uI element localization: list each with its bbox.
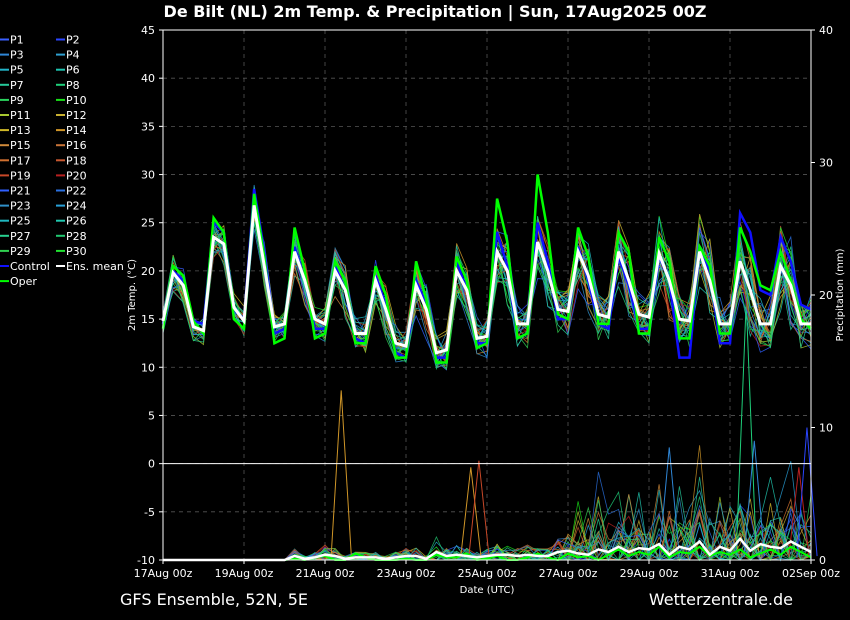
y-tick-label: -10 <box>137 554 155 567</box>
legend-label: P16 <box>66 139 87 152</box>
legend-label: P18 <box>66 154 87 167</box>
legend-label: P22 <box>66 185 87 198</box>
legend-label: P21 <box>10 185 31 198</box>
precip-spike-line <box>796 427 818 558</box>
temp-mean-line <box>161 205 811 355</box>
legend-label: P14 <box>66 124 87 137</box>
legend-label: P5 <box>10 64 24 77</box>
precip-spike-line <box>460 467 482 558</box>
precip-spike-line <box>468 460 490 558</box>
legend-label: P24 <box>66 200 87 213</box>
legend-label: P12 <box>66 109 87 122</box>
x-tick-label: 29Aug 00z <box>620 567 679 580</box>
legend-label: P23 <box>10 200 31 213</box>
legend-label: P13 <box>10 124 31 137</box>
legend-label: Control <box>10 260 50 273</box>
y-tick-label: -5 <box>144 506 155 519</box>
y-tick-label: 0 <box>148 458 155 471</box>
legend-label: P11 <box>10 109 31 122</box>
legend-label: P26 <box>66 215 87 228</box>
precip-spike-line <box>788 467 810 558</box>
y-axis-left-label: 2m Temp. (°C) <box>127 259 138 331</box>
y-tick-label: 5 <box>148 409 155 422</box>
x-tick-label: 23Aug 00z <box>377 567 436 580</box>
temperature-axis-ticks: -10 -5 0 5 10 15 20 25 30 35 40 45 <box>137 24 163 567</box>
x-tick-label: 02Sep 00z <box>782 567 840 580</box>
y-tick-label: 10 <box>141 361 155 374</box>
legend-label: P9 <box>10 94 24 107</box>
legend-label: P20 <box>66 169 87 182</box>
x-tick-label: 25Aug 00z <box>458 567 517 580</box>
legend-label: P19 <box>10 169 31 182</box>
legend-label: P2 <box>66 34 80 47</box>
chart-title: De Bilt (NL) 2m Temp. & Precipitation | … <box>164 2 707 22</box>
precipitation-axis-ticks: 0 10 20 30 40 <box>811 24 833 567</box>
legend-label: P7 <box>10 79 24 92</box>
x-tick-label: 19Aug 00z <box>215 567 274 580</box>
legend-label: P25 <box>10 215 31 228</box>
date-axis-ticks: 17Aug 00z 19Aug 00z 21Aug 00z 23Aug 00z 25Au… <box>134 560 840 580</box>
y-tick-label: 25 <box>141 217 155 230</box>
precip-spike-line <box>743 440 765 558</box>
legend-label: P4 <box>66 49 80 62</box>
legend: P1 P2 P3 P4 P5 P6 P7 P8 P9 P10 P11 P12 P13 P14 P15 P16 P… <box>0 34 124 288</box>
x-tick-label: 21Aug 00z <box>296 567 355 580</box>
legend-label: P28 <box>66 230 87 243</box>
legend-label: P29 <box>10 245 31 258</box>
y-right-tick-label: 30 <box>819 157 833 170</box>
y-right-tick-label: 0 <box>819 554 826 567</box>
legend-label: P15 <box>10 139 31 152</box>
y-tick-label: 30 <box>141 169 155 182</box>
x-tick-label: 17Aug 00z <box>134 567 193 580</box>
y-tick-label: 15 <box>141 313 155 326</box>
main-series-lines <box>161 174 812 562</box>
legend-label: P10 <box>66 94 87 107</box>
y-tick-label: 40 <box>141 72 155 85</box>
legend-label: P30 <box>66 245 87 258</box>
legend-label: P3 <box>10 49 24 62</box>
legend-label: P1 <box>10 34 24 47</box>
y-axis-right-label: Precipitation (mm) <box>835 248 846 341</box>
precip-spike-line <box>330 390 352 558</box>
y-tick-label: 35 <box>141 120 155 133</box>
y-right-tick-label: 40 <box>819 24 833 37</box>
legend-label: Ens. mean <box>66 260 124 273</box>
legend-label: Oper <box>10 275 37 288</box>
legend-label: P8 <box>66 79 80 92</box>
precip-spike-line <box>658 447 680 558</box>
y-right-tick-label: 20 <box>819 289 833 302</box>
x-tick-label: 27Aug 00z <box>539 567 598 580</box>
legend-label: P6 <box>66 64 80 77</box>
y-tick-label: 45 <box>141 24 155 37</box>
footer-source: Wetterzentrale.de <box>649 590 793 609</box>
y-right-tick-label: 10 <box>819 422 833 435</box>
legend-label: P17 <box>10 154 31 167</box>
footer-model-info: GFS Ensemble, 52N, 5E <box>120 590 308 609</box>
x-axis-label: Date (UTC) <box>460 585 515 596</box>
y-tick-label: 20 <box>141 265 155 278</box>
legend-label: P27 <box>10 230 31 243</box>
x-tick-label: 31Aug 00z <box>701 567 760 580</box>
